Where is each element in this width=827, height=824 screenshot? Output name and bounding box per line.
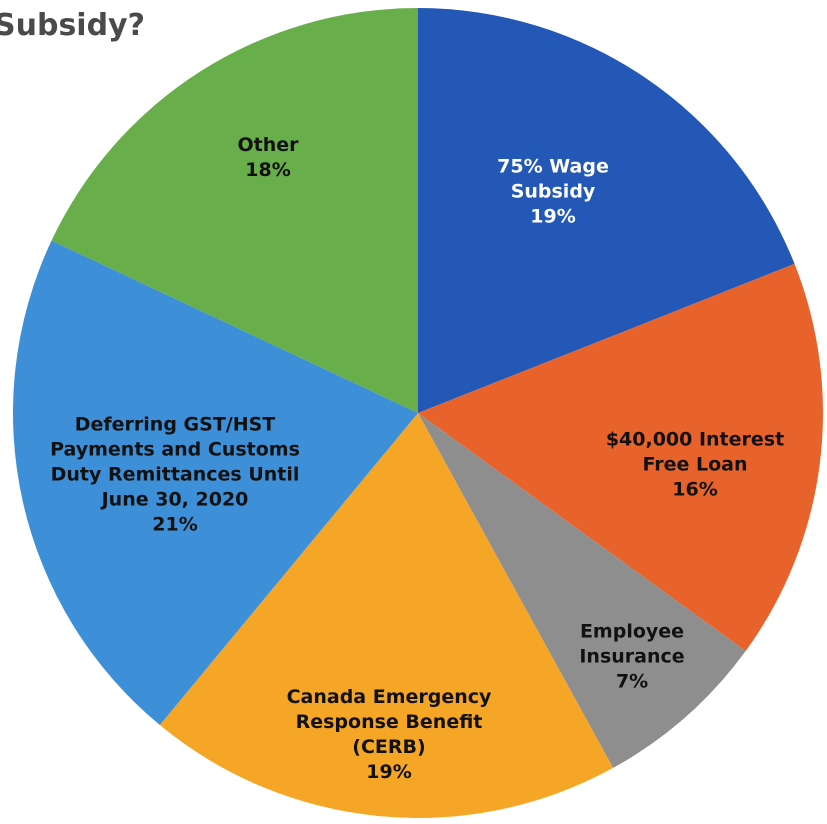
slice-label: Employee Insurance 7% (562, 620, 702, 695)
slice-label: $40,000 Interest Free Loan 16% (583, 428, 808, 503)
slice-label: Deferring GST/HST Payments and Customs D… (50, 413, 300, 538)
value-label: 19% (530, 205, 576, 228)
category-label: Employee Insurance (579, 620, 685, 668)
category-label: 75% Wage Subsidy (497, 155, 609, 203)
category-label: Other (237, 134, 299, 156)
pie-slice (418, 413, 746, 768)
value-label: 21% (152, 513, 198, 536)
pie-slice (13, 240, 419, 726)
value-label: 18% (245, 159, 291, 181)
value-label: 19% (366, 761, 412, 783)
pie-slice (159, 413, 614, 819)
slice-label: Canada Emergency Response Benefit (CERB)… (272, 685, 507, 785)
pie-slice (51, 8, 418, 413)
value-label: 16% (672, 478, 718, 501)
category-label: $40,000 Interest Free Loan (605, 428, 785, 476)
pie-slice (418, 263, 824, 652)
value-label: 7% (615, 670, 649, 693)
pie-slice (418, 8, 795, 413)
slice-label: Other 18% (213, 133, 323, 183)
category-label: Canada Emergency Response Benefit (CERB) (286, 686, 492, 758)
category-label: Deferring GST/HST Payments and Customs D… (50, 413, 300, 511)
slice-label: 75% Wage Subsidy 19% (478, 155, 628, 230)
chart-title: Subsidy? (0, 8, 146, 43)
